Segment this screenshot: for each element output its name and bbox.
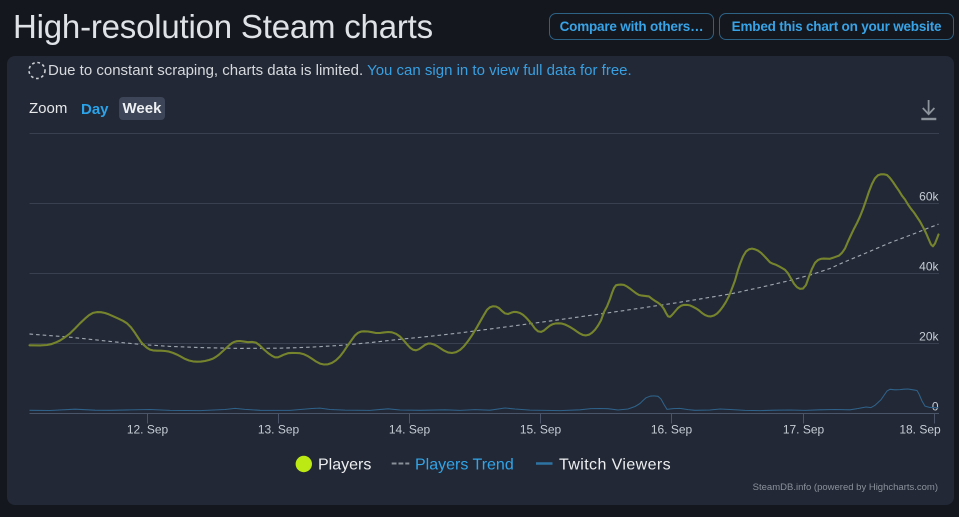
svg-text:40k: 40k bbox=[919, 260, 939, 274]
svg-text:Players Trend: Players Trend bbox=[415, 457, 514, 474]
svg-text:13. Sep: 13. Sep bbox=[258, 423, 300, 437]
svg-text:15. Sep: 15. Sep bbox=[520, 423, 562, 437]
svg-text:16. Sep: 16. Sep bbox=[651, 423, 693, 437]
svg-text:60k: 60k bbox=[919, 190, 939, 204]
svg-text:14. Sep: 14. Sep bbox=[389, 423, 431, 437]
svg-text:SteamDB.info (powered by Highc: SteamDB.info (powered by Highcharts.com) bbox=[753, 482, 938, 493]
svg-text:Players: Players bbox=[318, 457, 371, 474]
svg-text:20k: 20k bbox=[919, 330, 939, 344]
svg-text:Twitch Viewers: Twitch Viewers bbox=[559, 457, 671, 474]
svg-text:17. Sep: 17. Sep bbox=[783, 423, 825, 437]
svg-text:18. Sep: 18. Sep bbox=[899, 423, 941, 437]
svg-text:0: 0 bbox=[932, 400, 939, 414]
svg-text:12. Sep: 12. Sep bbox=[127, 423, 169, 437]
